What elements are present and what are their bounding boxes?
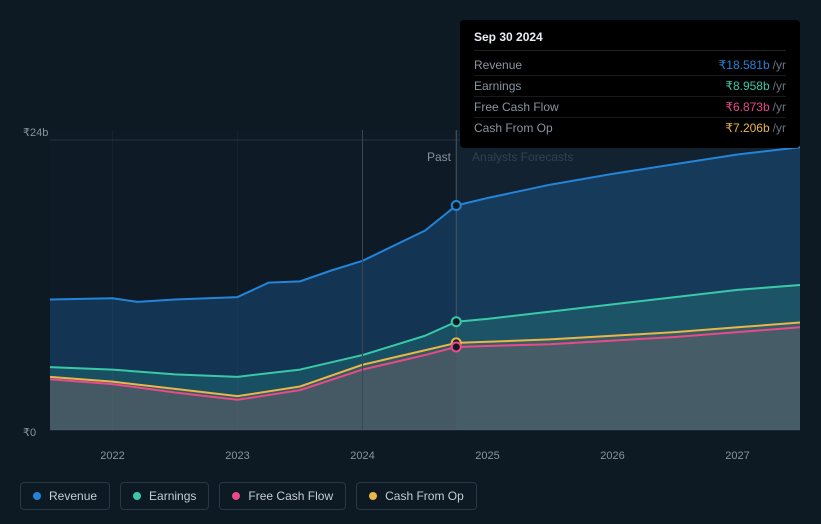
- x-axis-tick: 2022: [100, 450, 124, 462]
- x-axis-tick: 2023: [225, 450, 249, 462]
- x-axis: 2022 2023 2024 2025 2026 2027: [20, 450, 800, 470]
- tooltip-row-label: Free Cash Flow: [474, 100, 559, 114]
- tooltip-row: Free Cash Flow ₹6.873b/yr: [474, 97, 786, 118]
- tooltip-row-label: Cash From Op: [474, 121, 553, 135]
- x-axis-tick: 2024: [350, 450, 374, 462]
- tooltip-row: Revenue ₹18.581b/yr: [474, 55, 786, 76]
- tooltip-row-value: ₹7.206b/yr: [725, 121, 786, 135]
- tooltip-row-value: ₹8.958b/yr: [725, 79, 786, 93]
- legend-dot-icon: [232, 492, 240, 500]
- tooltip-date: Sep 30 2024: [474, 30, 786, 51]
- tooltip-row: Earnings ₹8.958b/yr: [474, 76, 786, 97]
- legend: Revenue Earnings Free Cash Flow Cash From O…: [20, 482, 477, 510]
- legend-dot-icon: [133, 492, 141, 500]
- legend-dot-icon: [369, 492, 377, 500]
- tooltip-row-label: Revenue: [474, 58, 522, 72]
- legend-item-label: Free Cash Flow: [248, 489, 333, 503]
- legend-item-label: Cash From Op: [385, 489, 464, 503]
- legend-item[interactable]: Earnings: [120, 482, 209, 510]
- legend-dot-icon: [33, 492, 41, 500]
- chart-area[interactable]: [20, 130, 800, 445]
- chart-svg: [20, 130, 800, 445]
- legend-item-label: Earnings: [149, 489, 196, 503]
- x-axis-tick: 2025: [475, 450, 499, 462]
- legend-item[interactable]: Free Cash Flow: [219, 482, 346, 510]
- tooltip-row-value: ₹6.873b/yr: [725, 100, 786, 114]
- legend-item[interactable]: Cash From Op: [356, 482, 477, 510]
- legend-item[interactable]: Revenue: [20, 482, 110, 510]
- tooltip: Sep 30 2024 Revenue ₹18.581b/yr Earnings ₹8…: [460, 20, 800, 148]
- tooltip-row-value: ₹18.581b/yr: [719, 58, 786, 72]
- tooltip-row-label: Earnings: [474, 79, 521, 93]
- x-axis-tick: 2027: [725, 450, 749, 462]
- tooltip-row: Cash From Op ₹7.206b/yr: [474, 118, 786, 138]
- legend-item-label: Revenue: [49, 489, 97, 503]
- x-axis-tick: 2026: [600, 450, 624, 462]
